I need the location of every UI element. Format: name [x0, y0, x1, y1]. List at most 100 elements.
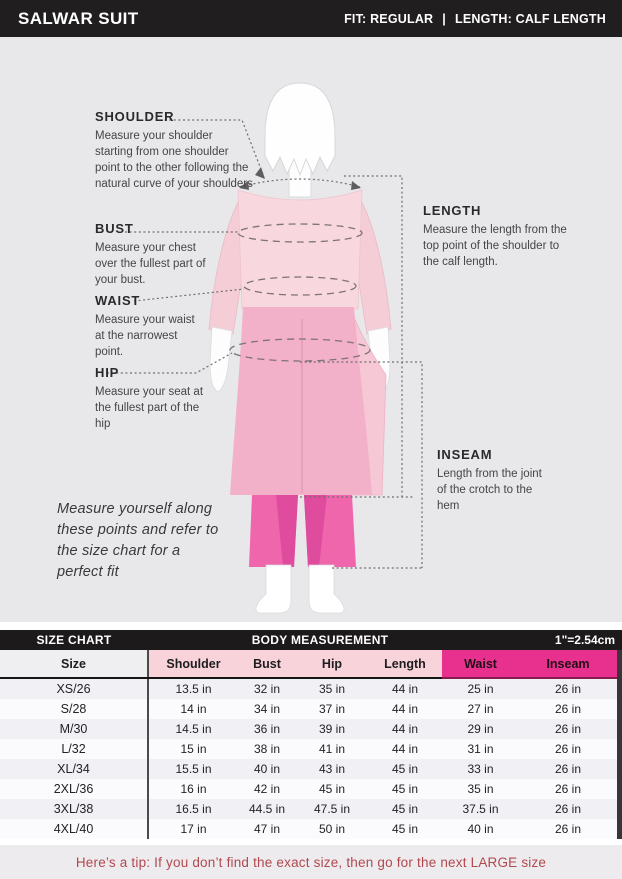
measurement-cell: 16 in	[180, 782, 207, 796]
measurement-cell: 34 in	[253, 702, 281, 716]
measurement-cell: 13.5 in	[175, 682, 212, 696]
measurement-cell: 36 in	[253, 722, 281, 736]
measurement-cell: 26 in	[554, 742, 582, 756]
measurement-cell: 44 in	[391, 702, 419, 716]
annotation-inseam-title: INSEAM	[437, 447, 493, 462]
size-chart-bar-left: SIZE CHART	[36, 633, 112, 647]
measurement-cell: 50 in	[318, 822, 346, 836]
size-table-row: 2XL/36 16 in 42 in 45 in 45 in 35 in 26 in	[0, 779, 617, 799]
size-table-row: L/32 15 in 38 in 41 in 44 in 31 in 26 in	[0, 739, 617, 759]
annotation-hip-title: HIP	[95, 365, 120, 380]
top-header-bar: SALWAR SUIT FIT: REGULAR | LENGTH: CALF …	[0, 0, 622, 37]
measurement-cell: 26 in	[554, 822, 582, 836]
annotation-bust-desc: Measure your chest over the fullest part…	[95, 242, 206, 286]
measurement-cell: 26 in	[554, 702, 582, 716]
column-header-size: Size	[0, 650, 149, 679]
measurement-cell: 45 in	[391, 762, 419, 776]
column-header-bust: Bust	[238, 650, 296, 679]
arrowheads	[239, 167, 361, 190]
annotation-hip: HIP Measure your seat at the fullest par…	[95, 365, 207, 433]
measurement-cell: 15 in	[180, 742, 207, 756]
annotation-waist-title: WAIST	[95, 293, 141, 308]
measurement-cell: 44 in	[391, 722, 419, 736]
figure-head	[264, 82, 336, 198]
measurement-cell: 17 in	[180, 822, 207, 836]
size-cell: 4XL/40	[0, 819, 149, 839]
size-cell: S/28	[0, 699, 149, 719]
size-table-wrap: Size Shoulder Bust Hip Length Waist Inse…	[0, 650, 622, 839]
header-separator: |	[442, 11, 446, 26]
annotation-shoulder: SHOULDER Measure your shoulder starting …	[95, 109, 253, 192]
inseam-measure-line	[300, 361, 423, 569]
measurement-cell: 42 in	[253, 782, 281, 796]
fit-label: FIT: REGULAR	[344, 11, 434, 26]
column-header-inseam: Inseam	[519, 650, 617, 679]
size-table-row: XL/34 15.5 in 40 in 43 in 45 in 33 in 26 in	[0, 759, 617, 779]
measurement-cell: 26 in	[554, 802, 582, 816]
diagram-note: Measure yourself along these points and …	[57, 501, 219, 581]
annotation-bust-title: BUST	[95, 221, 134, 236]
bust-ellipse	[237, 223, 363, 243]
measurement-cell: 44 in	[391, 742, 419, 756]
size-chart-bar: SIZE CHART BODY MEASUREMENT 1"=2.54cm	[0, 630, 622, 650]
product-title: SALWAR SUIT	[18, 8, 139, 28]
size-cell: XS/26	[0, 678, 149, 699]
annotation-length-desc: Measure the length from the top point of…	[423, 224, 567, 268]
size-tip-text: Here’s a tip: If you don’t find the exac…	[75, 854, 547, 870]
measurement-diagram: SHOULDER Measure your shoulder starting …	[0, 37, 622, 622]
measurement-cell: 15.5 in	[175, 762, 212, 776]
measurement-cell: 44.5 in	[248, 802, 286, 816]
measurement-cell: 37 in	[318, 702, 346, 716]
annotation-shoulder-desc: Measure your shoulder starting from one …	[95, 130, 253, 190]
size-table-row: S/28 14 in 34 in 37 in 44 in 27 in 26 in	[0, 699, 617, 719]
measurement-cell: 35 in	[318, 682, 346, 696]
size-table-row: XS/26 13.5 in 32 in 35 in 44 in 25 in 26 in	[0, 678, 617, 699]
header-attributes: FIT: REGULAR | LENGTH: CALF LENGTH	[344, 12, 606, 26]
measurement-cell: 26 in	[554, 762, 582, 776]
annotation-inseam: INSEAM Length from the joint of the crot…	[437, 447, 549, 515]
measurement-cell: 26 in	[554, 722, 582, 736]
measurement-cell: 14 in	[180, 702, 207, 716]
annotation-waist: WAIST Measure your waist at the narrowes…	[95, 293, 207, 361]
measurement-cell: 16.5 in	[175, 802, 212, 816]
column-header-length: Length	[368, 650, 442, 679]
measurement-cell: 40 in	[467, 822, 494, 836]
measurement-cell: 47.5 in	[313, 802, 351, 816]
measurement-cell: 40 in	[253, 762, 281, 776]
size-cell: 3XL/38	[0, 799, 149, 819]
annotation-bust: BUST Measure your chest over the fullest…	[95, 221, 221, 289]
waist-ellipse	[243, 276, 357, 296]
length-measure-line	[300, 175, 415, 498]
waist-callout-line	[133, 288, 245, 302]
annotation-shoulder-title: SHOULDER	[95, 109, 175, 124]
measurement-cell: 35 in	[467, 782, 494, 796]
shoulder-arc-line	[239, 178, 361, 188]
size-table-row: M/30 14.5 in 36 in 39 in 44 in 29 in 26 in	[0, 719, 617, 739]
body-figure-illustration	[107, 82, 423, 614]
annotation-length-title: LENGTH	[423, 203, 482, 218]
annotation-hip-desc: Measure your seat at the fullest part of…	[95, 386, 204, 430]
spacer	[0, 622, 622, 630]
figure-salwar-pants	[249, 495, 356, 567]
measurement-cell: 26 in	[554, 682, 582, 696]
size-table-header-row: Size Shoulder Bust Hip Length Waist Inse…	[0, 650, 617, 679]
figure-kurta-top	[208, 189, 392, 393]
measurement-cell: 29 in	[467, 722, 494, 736]
size-cell: XL/34	[0, 759, 149, 779]
measurement-cell: 45 in	[391, 802, 419, 816]
hip-ellipse	[229, 338, 371, 362]
measurement-cell: 47 in	[253, 822, 281, 836]
size-cell: M/30	[0, 719, 149, 739]
annotation-inseam-desc: Length from the joint of the crotch to t…	[437, 468, 542, 512]
unit-conversion-label: 1"=2.54cm	[554, 633, 615, 647]
measurement-cell: 38 in	[253, 742, 281, 756]
figure-kurta-skirt	[230, 306, 387, 496]
annotation-length: LENGTH Measure the length from the top p…	[423, 203, 568, 271]
size-cell: 2XL/36	[0, 779, 149, 799]
hip-callout-line	[107, 352, 233, 374]
column-header-hip: Hip	[296, 650, 368, 679]
length-label: LENGTH: CALF LENGTH	[454, 11, 606, 26]
size-table-body: XS/26 13.5 in 32 in 35 in 44 in 25 in 26 in S/2…	[0, 678, 617, 839]
measurement-ellipses	[229, 223, 371, 362]
